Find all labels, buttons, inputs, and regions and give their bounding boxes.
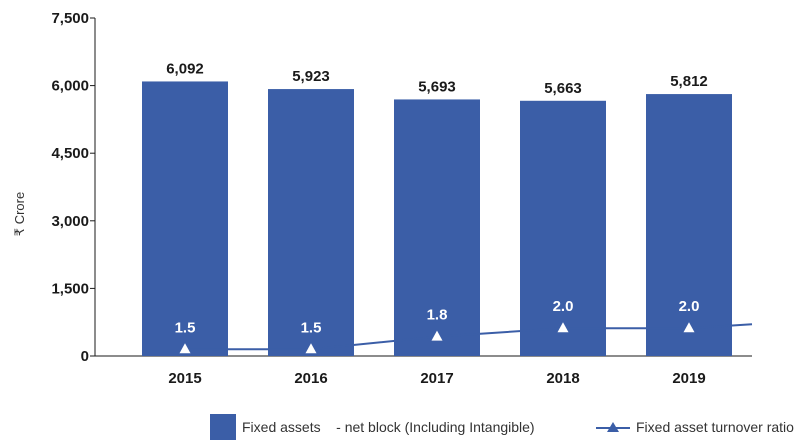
y-tick-label: 6,000 xyxy=(51,78,89,95)
ratio-value-label: 2.0 xyxy=(553,298,574,315)
ratio-value-label: 1.8 xyxy=(427,307,448,324)
ratio-point xyxy=(179,343,191,354)
bar-value-label: 5,663 xyxy=(544,80,582,97)
y-axis-label: ₹ Crore xyxy=(12,192,27,236)
ratio-point xyxy=(305,343,317,354)
legend-triangle-icon xyxy=(607,422,619,432)
ratio-point xyxy=(683,322,695,333)
bar-value-label: 5,923 xyxy=(292,68,330,85)
ratio-value-label: 2.0 xyxy=(679,298,700,315)
ratio-line: 1.5 1.5 1.8 2.0 2.0 xyxy=(175,298,753,354)
bar xyxy=(646,94,732,356)
ratio-point xyxy=(557,322,569,333)
bar xyxy=(142,81,228,357)
x-tick-label: 2017 xyxy=(420,370,453,387)
x-tick-label: 2018 xyxy=(546,370,579,387)
ratio-value-label: 1.5 xyxy=(175,319,196,336)
bar xyxy=(268,89,354,357)
ratio-value-label: 1.5 xyxy=(301,319,322,336)
bar-value-label: 6,092 xyxy=(166,60,204,77)
y-tick-label: 1,500 xyxy=(51,280,89,297)
y-tick-label: 3,000 xyxy=(51,213,89,230)
x-tick-label: 2016 xyxy=(294,370,327,387)
legend-label-turnover-ratio: Fixed asset turnover ratio xyxy=(636,419,794,435)
ratio-line-path xyxy=(185,323,753,351)
legend: Fixed assets - net block (Including Inta… xyxy=(210,414,794,440)
x-tick-label: 2015 xyxy=(168,370,201,387)
bars: 6,092 5,923 5,693 5,663 5,812 xyxy=(142,60,732,357)
bar-value-label: 5,693 xyxy=(418,78,456,95)
legend-swatch-fixed-assets xyxy=(210,414,236,440)
bar xyxy=(520,100,606,356)
y-tick-label: 7,500 xyxy=(51,10,89,27)
bar-value-label: 5,812 xyxy=(670,73,708,90)
y-tick-label: 0 xyxy=(81,348,89,365)
bar xyxy=(394,99,480,357)
ratio-point xyxy=(431,330,443,341)
x-tick-labels: 2015 2016 2017 2018 2019 xyxy=(168,370,705,387)
y-tick-label: 4,500 xyxy=(51,145,89,162)
x-tick-label: 2019 xyxy=(672,370,705,387)
legend-label-fixed-assets: Fixed assets - net block (Including Inta… xyxy=(242,419,535,435)
y-tick-labels: 0 1,500 3,000 4,500 6,000 7,500 xyxy=(51,10,89,365)
